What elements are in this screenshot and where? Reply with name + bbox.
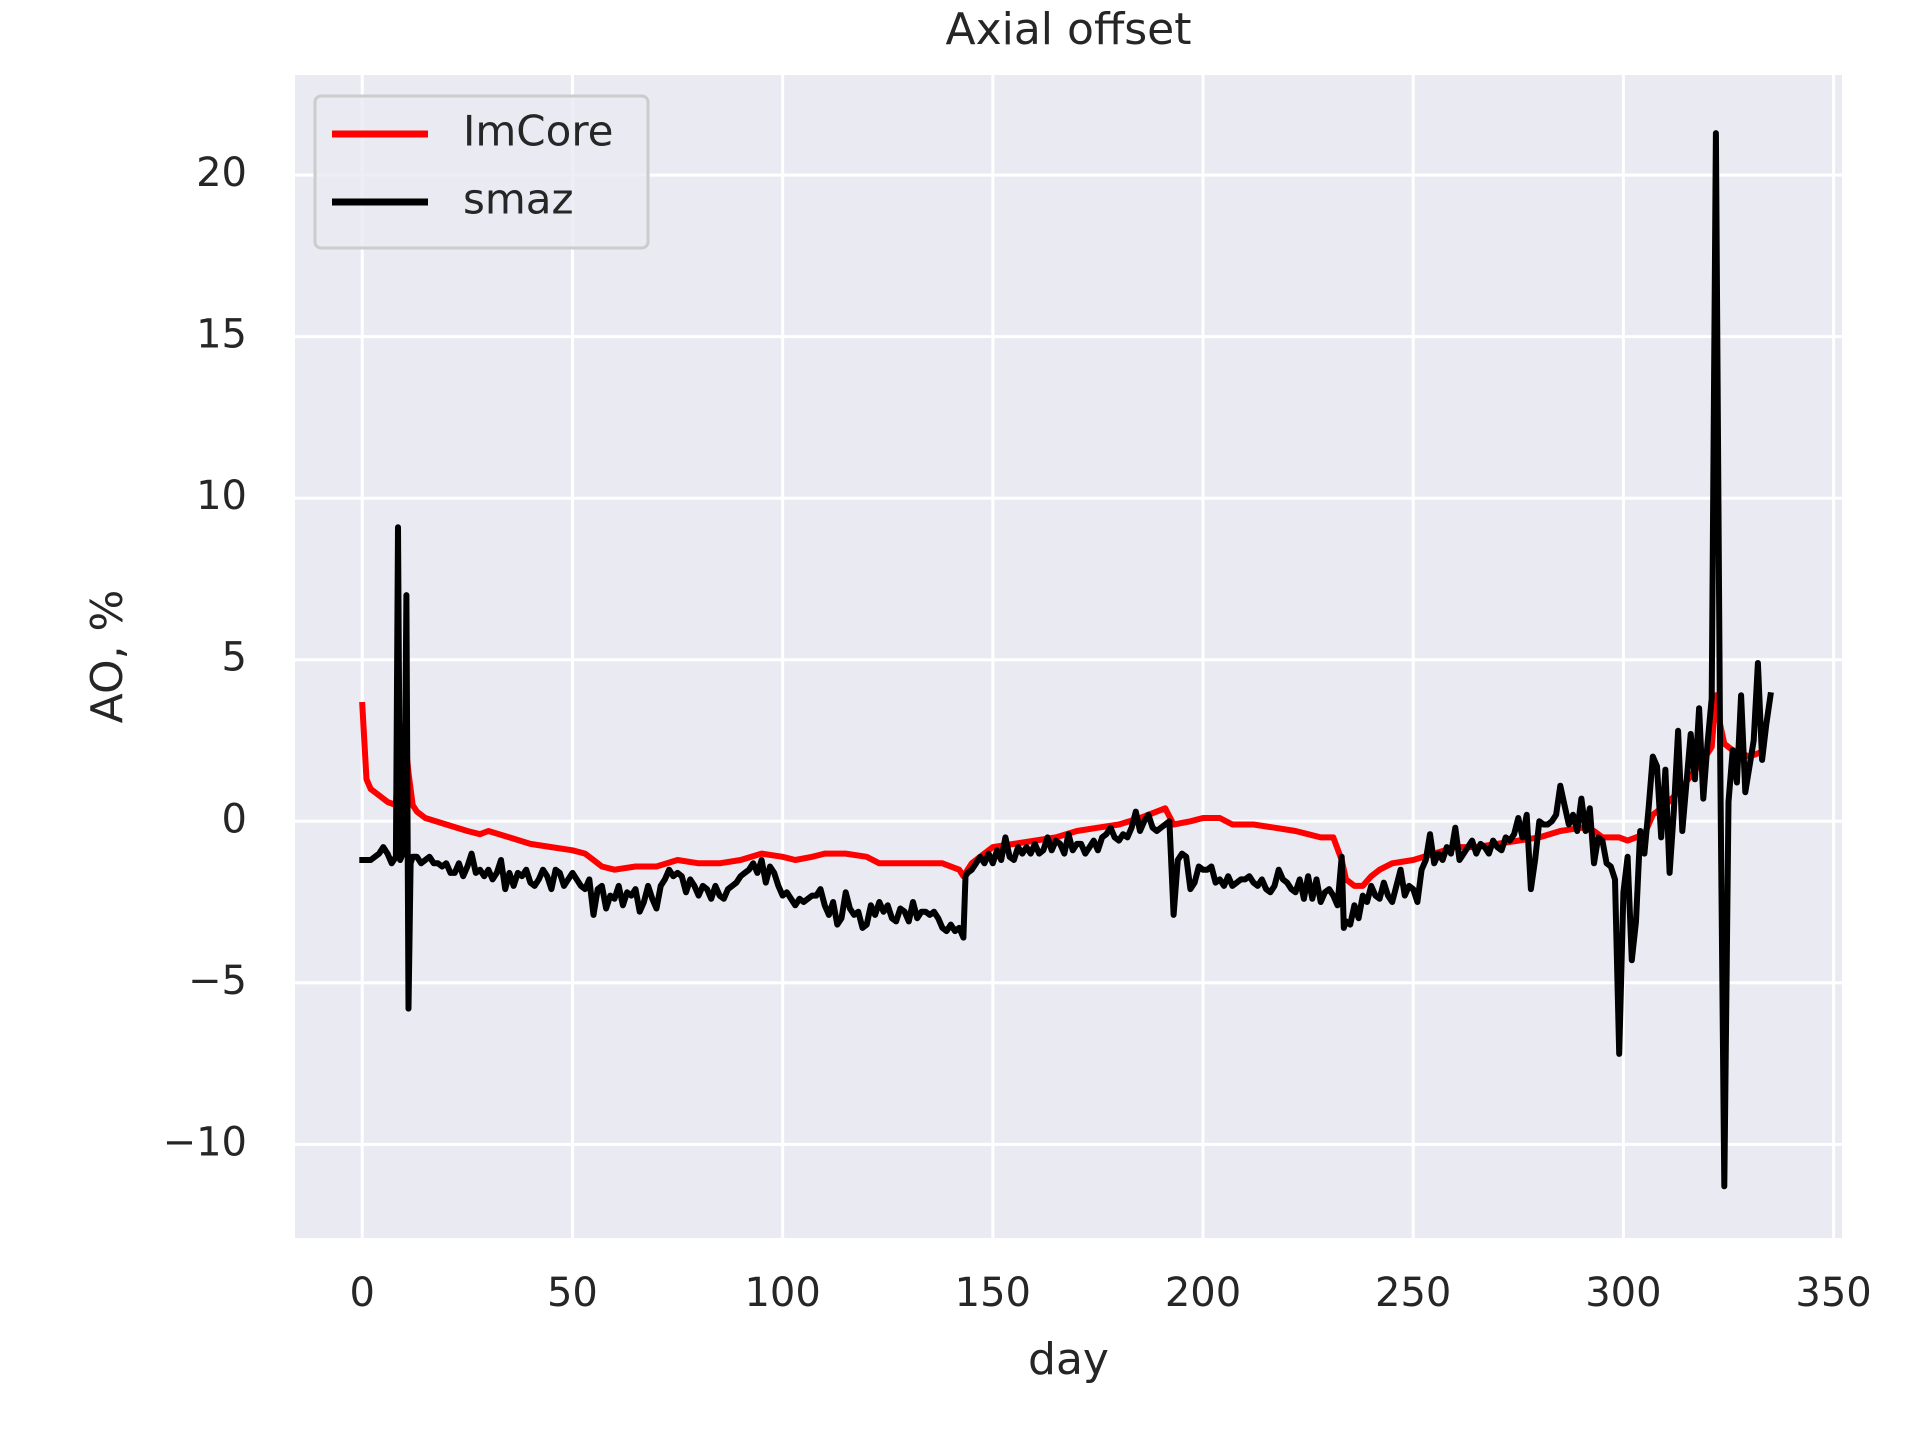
x-axis-label: day [1028,1334,1109,1385]
tick-labels: 0 50 100 150 200 250 300 350 −10 −5 0 5 10 15 20 [163,150,1872,1316]
y-tick-label: 20 [196,150,247,196]
legend-label-imcore: ImCore [463,107,614,156]
y-axis-label: AO, % [82,590,133,724]
x-tick-label: 350 [1795,1270,1871,1316]
series-lines [359,130,1774,1190]
x-tick-label: 50 [547,1270,598,1316]
y-tick-label: 15 [196,312,247,358]
chart-title: Axial offset [945,4,1191,55]
y-tick-label: 0 [222,796,247,842]
legend-label-smaz: smaz [463,175,574,224]
y-tick-label: −5 [188,958,247,1004]
y-tick-label: 10 [196,473,247,519]
legend: ImCore smaz [313,94,650,250]
y-tick-label: 5 [222,635,247,681]
x-tick-label: 150 [955,1270,1031,1316]
y-tick-label: −10 [163,1119,247,1165]
plot-area [295,75,1842,1238]
x-tick-label: 200 [1165,1270,1241,1316]
x-tick-label: 300 [1585,1270,1661,1316]
series-line-smaz [359,130,1774,1190]
x-tick-label: 100 [744,1270,820,1316]
x-tick-label: 0 [350,1270,375,1316]
x-tick-label: 250 [1375,1270,1451,1316]
